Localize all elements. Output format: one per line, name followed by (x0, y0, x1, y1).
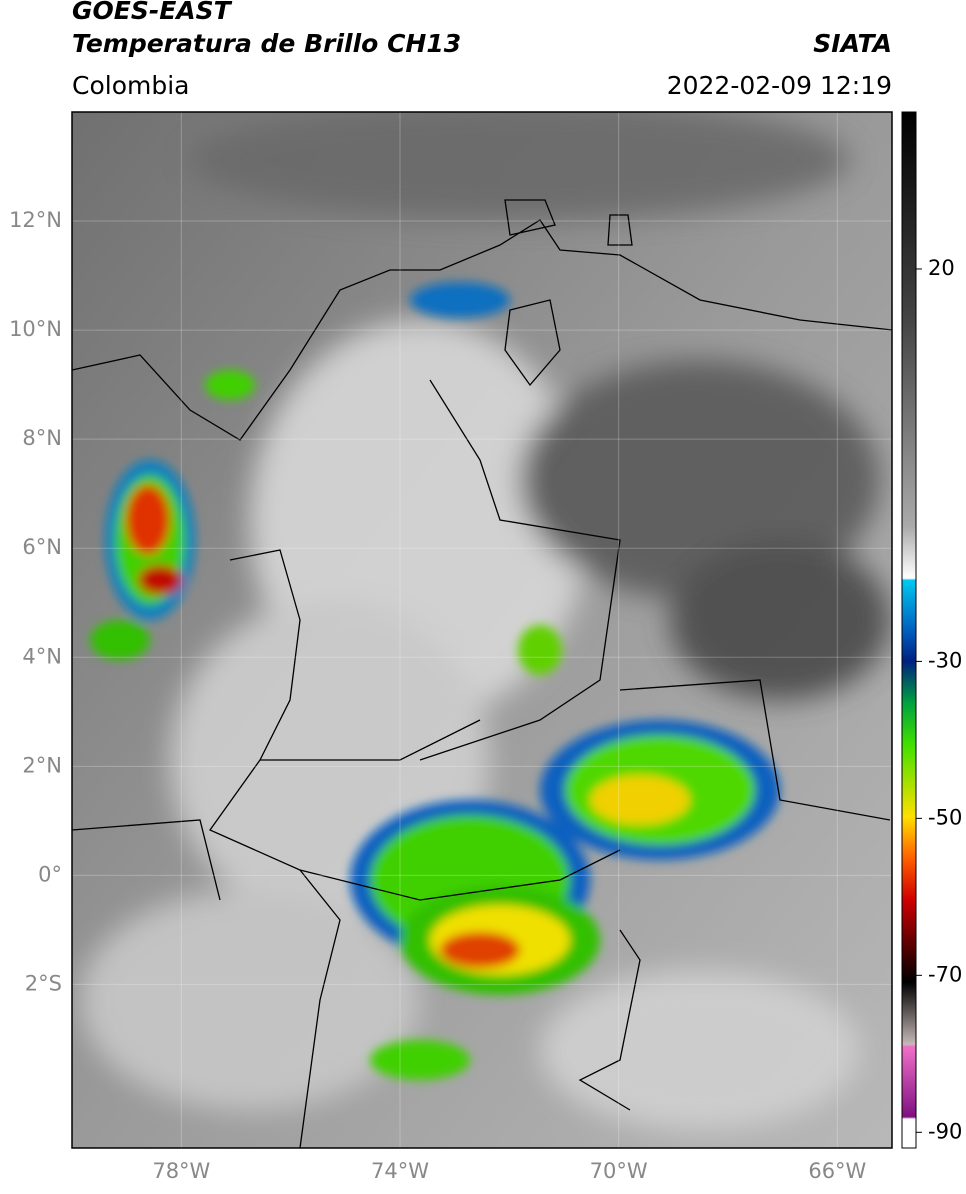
y-tick-label: 4°N (22, 644, 62, 668)
colorbar-tick-label: -30 (928, 648, 962, 672)
colorbar-tick-label: -90 (928, 1119, 962, 1143)
y-tick-label: 8°N (22, 426, 62, 450)
y-tick-label: 2°N (22, 753, 62, 777)
colorbar (901, 111, 917, 1149)
colorbar-tick-label: 20 (928, 256, 955, 280)
satellite-image (72, 112, 892, 1148)
grid (72, 112, 892, 1148)
y-tick-label: 12°N (9, 208, 62, 232)
x-tick-label: 78°W (152, 1159, 210, 1183)
source: SIATA (813, 29, 892, 58)
region: Colombia (72, 71, 189, 100)
map-frame (71, 111, 893, 1149)
colorbar-tick-label: -50 (928, 805, 962, 829)
y-tick-label: 10°N (9, 317, 62, 341)
y-tick-label: 0° (38, 862, 62, 886)
x-tick-label: 74°W (371, 1159, 429, 1183)
subtitle: Temperatura de Brillo CH13 (72, 29, 461, 58)
datetime: 2022-02-09 12:19 (667, 71, 892, 100)
title: GOES-EAST (72, 0, 233, 25)
x-tick-label: 66°W (808, 1159, 866, 1183)
x-tick-label: 70°W (590, 1159, 648, 1183)
y-tick-label: 2°S (25, 971, 62, 995)
colorbar-tick-label: -70 (928, 962, 962, 986)
y-tick-label: 6°N (22, 535, 62, 559)
